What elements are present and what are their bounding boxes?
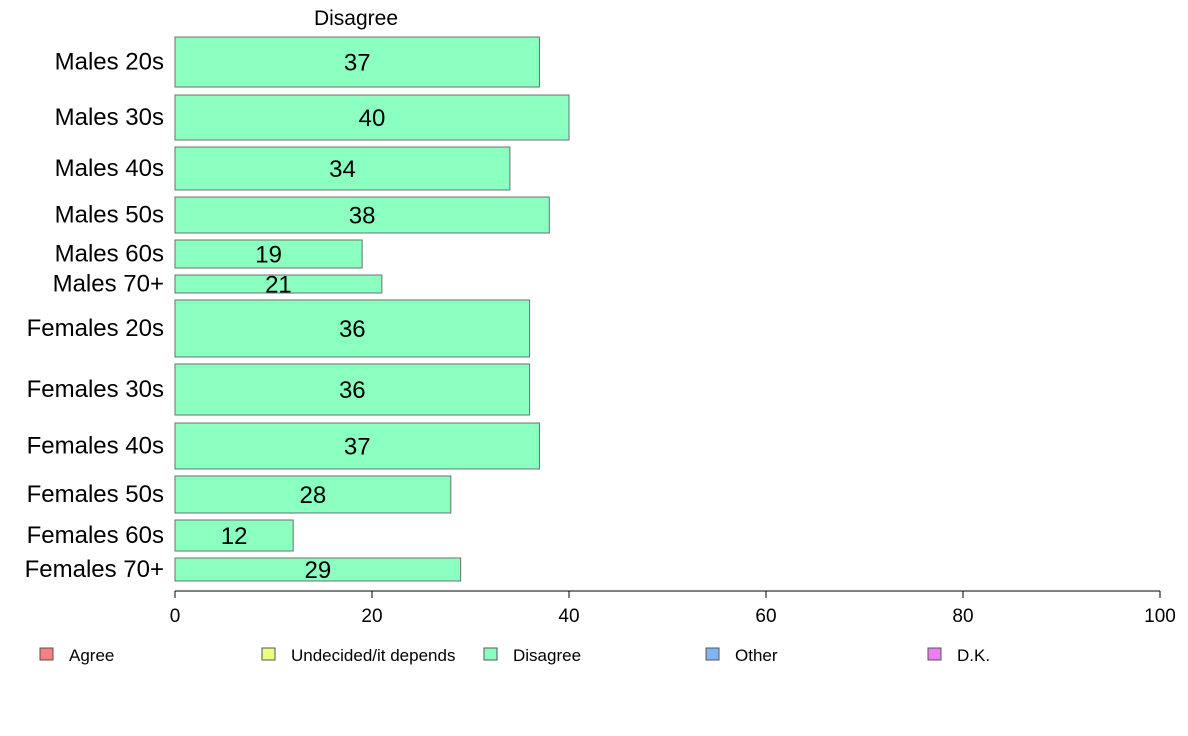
bar: [174, 146, 511, 191]
x-tick-label: 80: [952, 606, 973, 627]
category-label: Males 30s: [55, 104, 164, 131]
chart-title: Disagree: [314, 7, 398, 30]
category-label: Females 20s: [27, 315, 164, 342]
category-label: Females 30s: [27, 376, 164, 403]
category-label: Males 20s: [55, 49, 164, 76]
data-label: 34: [329, 156, 356, 183]
data-label: 36: [339, 377, 366, 404]
bar: [174, 94, 570, 141]
x-axis: 0 20 40 60 80 100: [170, 590, 1176, 627]
category-label: Females 50s: [27, 481, 164, 508]
category-label: Males 40s: [55, 155, 164, 182]
x-tick-label: 20: [361, 606, 382, 627]
data-label: 21: [265, 272, 292, 299]
bar: [174, 196, 550, 234]
bar: [174, 274, 383, 294]
legend-label: Agree: [69, 646, 114, 665]
legend-label: Other: [735, 646, 778, 665]
x-tick-label: 60: [755, 606, 776, 627]
bar: [174, 519, 294, 552]
legend-swatch: [483, 647, 498, 661]
legend-swatch: [39, 647, 54, 661]
data-label: 29: [304, 557, 331, 584]
legend-label: Undecided/it depends: [291, 646, 455, 665]
bar: [174, 557, 462, 582]
bars-layer: Males 20s 37 Males 30s 40 Males 40s 34 Males 5…: [25, 36, 570, 584]
category-label: Males 70+: [53, 271, 164, 298]
category-label: Females 60s: [27, 522, 164, 549]
x-tick-label: 40: [558, 606, 579, 627]
data-label: 36: [339, 316, 366, 343]
bar: [174, 475, 452, 514]
legend-label: Disagree: [513, 646, 581, 665]
data-label: 38: [349, 203, 376, 230]
legend-swatch: [705, 647, 720, 661]
bar: [174, 363, 531, 416]
legend-swatch: [261, 647, 276, 661]
bar: [174, 422, 540, 470]
bar: [174, 239, 363, 269]
data-label: 12: [221, 523, 248, 550]
x-tick-label: 0: [170, 606, 181, 627]
data-label: 19: [255, 242, 282, 269]
category-label: Females 40s: [27, 433, 164, 460]
bar: [174, 299, 531, 358]
category-label: Males 60s: [55, 241, 164, 268]
legend-swatch: [927, 647, 942, 661]
data-label: 28: [300, 482, 327, 509]
data-label: 37: [344, 434, 371, 461]
bar: [174, 36, 540, 88]
x-tick-label: 100: [1144, 606, 1176, 627]
category-label: Males 50s: [55, 202, 164, 229]
category-label: Females 70+: [25, 556, 164, 583]
legend-label: D.K.: [957, 646, 990, 665]
legend: Agree Undecided/it depends Disagree Other D.…: [39, 646, 990, 665]
data-label: 40: [359, 105, 386, 132]
data-label: 37: [344, 50, 371, 77]
